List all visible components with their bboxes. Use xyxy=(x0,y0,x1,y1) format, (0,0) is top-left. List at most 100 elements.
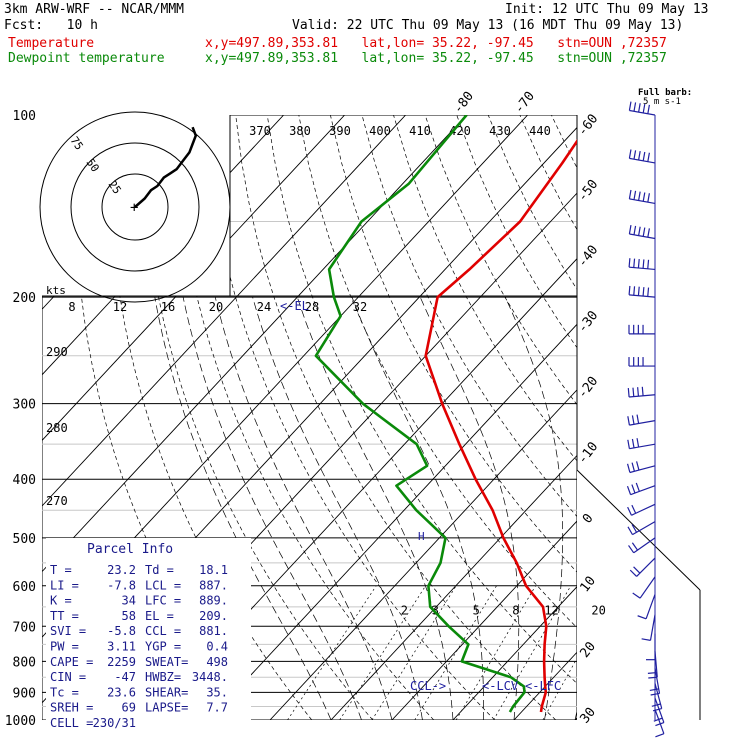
moist-adiabat-line xyxy=(504,296,564,720)
hodograph-speed-tick: 20 xyxy=(209,300,223,314)
wind-barb-flag xyxy=(641,638,651,641)
parcel-key: SREH = xyxy=(50,701,93,715)
mixing-ratio-label: 5 xyxy=(473,604,480,618)
theta-label-left: 270 xyxy=(46,494,68,508)
wind-barb-staff xyxy=(654,683,663,709)
pressure-tick-label: 100 xyxy=(13,109,36,124)
wind-barb-flag xyxy=(636,461,640,471)
pressure-tick-label: 800 xyxy=(13,655,36,670)
parcel-key: LCL = xyxy=(145,578,181,592)
dry-adiabat-line xyxy=(646,115,740,720)
temperature-profile xyxy=(424,138,577,713)
wind-barb-flag xyxy=(628,258,631,268)
parcel-value: 35. xyxy=(206,685,228,699)
moist-adiabat-line xyxy=(606,297,692,720)
wind-barb-flag xyxy=(641,386,644,396)
wind-barb-flag xyxy=(628,149,632,159)
wind-barb-flag xyxy=(636,414,640,424)
theta-label: 390 xyxy=(329,124,351,138)
isotherm-label: -80 xyxy=(451,89,477,117)
isotherm-line xyxy=(208,323,577,720)
theta-label-left: 290 xyxy=(46,345,68,359)
theta-label: 380 xyxy=(289,124,311,138)
level-marker-h: H xyxy=(418,530,425,543)
parcel-key: PW = xyxy=(50,640,79,654)
wind-barb xyxy=(628,324,655,335)
wind-barb-flag xyxy=(638,191,641,201)
moist-adiabat-line xyxy=(252,297,423,720)
hodograph-unit-label: kts xyxy=(46,284,66,297)
wind-barb-flag xyxy=(636,438,640,448)
isotherm-line xyxy=(269,389,577,720)
dry-adiabat-line xyxy=(583,115,740,720)
wind-barb xyxy=(628,537,656,554)
wind-barb xyxy=(628,285,656,298)
hodograph-ring xyxy=(39,111,231,303)
forecast-hour: Fcst: 10 h xyxy=(4,18,98,33)
parcel-key: CIN = xyxy=(50,670,86,684)
parcel-value: 209. xyxy=(199,609,228,623)
wind-barb xyxy=(628,258,656,271)
hodograph-origin: + xyxy=(130,200,138,216)
wind-barb-flag xyxy=(632,387,635,397)
dry-adiabat-line xyxy=(487,115,577,291)
chart-edge-diagonal xyxy=(576,469,701,591)
wind-barb xyxy=(629,557,656,577)
mixing-ratio-line xyxy=(455,585,536,720)
moist-adiabat-line xyxy=(574,709,577,720)
pressure-tick-label: 700 xyxy=(13,620,36,635)
wind-barb-flag xyxy=(631,415,635,425)
wind-barb-flag xyxy=(628,285,631,295)
wind-barb xyxy=(627,503,656,516)
wind-barb xyxy=(628,225,656,240)
moist-adiabat-line xyxy=(154,297,332,720)
wind-barb xyxy=(628,101,656,116)
wind-barb-flag xyxy=(631,504,637,514)
parcel-value: -5.8 xyxy=(107,624,136,638)
isotherm-line xyxy=(42,115,406,507)
parcel-key: K = xyxy=(50,594,72,608)
wind-barb-staff xyxy=(639,576,656,599)
wind-barb-flag xyxy=(647,228,650,238)
model-title: 3km ARW-WRF -- NCAR/MMM xyxy=(4,2,185,17)
hodograph-speed-tick: 24 xyxy=(257,300,271,314)
wind-barb-flag xyxy=(633,225,637,235)
wind-barb-staff xyxy=(629,109,656,116)
hodograph-ring-label: 75 xyxy=(68,134,86,152)
isotherm-line xyxy=(636,115,740,720)
wind-barb-flag xyxy=(638,151,641,161)
theta-label: 400 xyxy=(369,124,391,138)
isotherm-line xyxy=(391,520,577,720)
isotherm-label: 10 xyxy=(578,574,599,596)
wind-barb-flag xyxy=(647,104,650,114)
parcel-value: 18.1 xyxy=(199,563,228,577)
pressure-tick-label: 1000 xyxy=(5,714,36,729)
pressure-tick-label: 200 xyxy=(13,291,36,306)
parcel-key: CAPE = xyxy=(50,655,93,669)
parcel-level-markers: <-EL CCL-> <-LCV <-LFC H xyxy=(280,299,561,693)
parcel-key: TT = xyxy=(50,609,79,623)
parcel-key: CELL = xyxy=(50,716,93,730)
theta-label: 410 xyxy=(409,124,431,138)
hodograph-speed-tick: 28 xyxy=(305,300,319,314)
wind-barb-flag xyxy=(653,717,663,722)
wind-barb-flag xyxy=(647,152,650,162)
hodograph-speed-tick: 32 xyxy=(353,300,367,314)
wind-barb xyxy=(627,438,656,450)
isotherm-label: -50 xyxy=(575,177,601,205)
wind-barb xyxy=(628,357,655,367)
isotherm-label: 30 xyxy=(578,705,599,727)
wind-barb-staff xyxy=(631,503,656,516)
wind-barb-flag xyxy=(655,721,665,727)
dry-adiabat-line xyxy=(330,115,577,573)
level-marker-label: <-LFC xyxy=(525,679,561,693)
wind-barb-flag xyxy=(637,286,640,296)
parcel-key: SWEAT= xyxy=(145,655,188,669)
wind-barb-flag xyxy=(651,703,661,707)
wind-barb-staff xyxy=(654,709,665,734)
parcel-key: LI = xyxy=(50,578,79,592)
isotherm-label: -10 xyxy=(575,439,601,467)
theta-label-left: 280 xyxy=(46,421,68,435)
wind-barb-staff xyxy=(645,594,656,620)
